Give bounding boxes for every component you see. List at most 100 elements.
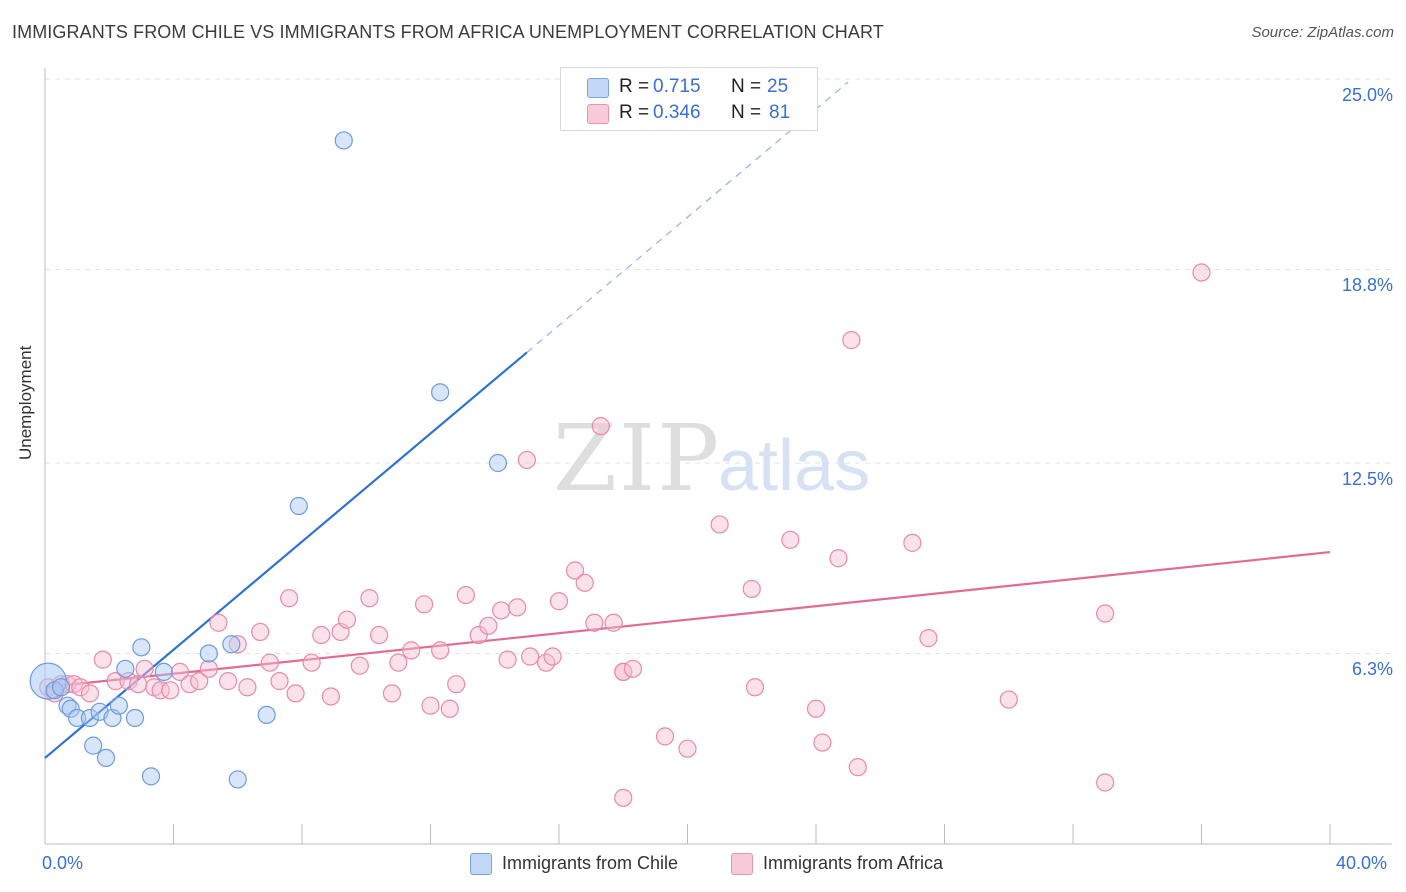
- africa-point: [251, 622, 270, 642]
- africa-point: [1192, 263, 1211, 282]
- africa-point: [742, 579, 761, 599]
- africa-point: [270, 672, 289, 691]
- africa-point: [321, 687, 341, 706]
- africa-point: [151, 681, 170, 700]
- africa-point: [170, 662, 190, 681]
- africa-point: [312, 625, 331, 645]
- africa-n-label: N =: [731, 102, 762, 123]
- chile-n-value: 25: [767, 76, 789, 97]
- africa-point: [549, 592, 569, 611]
- africa-point: [517, 450, 536, 470]
- africa-point: [280, 589, 299, 608]
- x-tick-max: 40.0%: [1336, 853, 1388, 873]
- chile-point: [488, 453, 508, 473]
- chile-trend-line: [44, 351, 528, 759]
- y-tick-label-0: 6.3%: [1351, 659, 1393, 680]
- africa-point: [360, 589, 379, 608]
- chile-trend-extension: [526, 81, 849, 353]
- africa-point: [1096, 604, 1115, 623]
- chile-point: [68, 708, 87, 728]
- africa-point: [337, 610, 357, 629]
- data-points: [29, 131, 1211, 807]
- chile-point: [222, 635, 241, 654]
- chile-point: [96, 748, 116, 768]
- africa-point: [655, 727, 675, 746]
- africa-point: [389, 653, 408, 672]
- africa-trend-line: [44, 550, 1331, 689]
- africa-point: [543, 647, 562, 666]
- africa-point: [848, 758, 867, 777]
- africa-point: [575, 573, 594, 592]
- africa-point: [813, 733, 832, 752]
- africa-point: [129, 675, 148, 694]
- africa-point: [71, 678, 90, 697]
- correlation-legend: R = 0.715 N = 25 R = 0.346 N = 81: [560, 67, 818, 131]
- chile-point: [431, 383, 450, 402]
- chile-point: [80, 708, 100, 728]
- africa-point: [456, 585, 475, 605]
- africa-point: [469, 625, 488, 645]
- watermark: ZIP atlas: [553, 405, 870, 512]
- y-tick-label-1: 12.5%: [1341, 469, 1393, 489]
- chile-point: [58, 696, 77, 715]
- africa-point: [260, 653, 279, 672]
- watermark-zip: ZIP: [553, 405, 721, 512]
- africa-point: [421, 696, 440, 715]
- chile-point: [257, 705, 276, 725]
- chile-point: [289, 496, 308, 516]
- africa-point: [228, 635, 247, 654]
- africa-point: [585, 613, 604, 632]
- africa-point: [520, 647, 540, 666]
- africa-point: [238, 678, 257, 697]
- chile-point: [228, 770, 247, 789]
- africa-point: [431, 641, 450, 660]
- africa-point: [286, 684, 305, 703]
- y-tick-label-2: 18.8%: [1341, 275, 1393, 296]
- chile-point: [116, 659, 135, 678]
- africa-point: [710, 515, 729, 534]
- chile-r-value: 0.715: [653, 76, 701, 97]
- africa-point: [382, 684, 402, 703]
- chile-swatch: [587, 78, 609, 98]
- africa-n-value: 81: [769, 102, 791, 123]
- africa-point: [999, 690, 1018, 709]
- africa-legend-label: Immigrants from Africa: [763, 853, 944, 873]
- axes: [44, 68, 1392, 845]
- source-label: Source: ZipAtlas.com: [1251, 24, 1394, 41]
- chile-point: [51, 678, 71, 697]
- chile-r-label: R =: [619, 76, 650, 97]
- africa-point: [93, 650, 112, 669]
- chile-legend-swatch: [470, 853, 492, 875]
- africa-point: [1096, 773, 1115, 792]
- africa-point: [350, 656, 369, 675]
- chile-point: [109, 696, 128, 715]
- africa-point: [919, 629, 938, 648]
- africa-point: [161, 681, 180, 700]
- chile-n-label: N =: [731, 76, 762, 97]
- chile-point: [61, 699, 80, 718]
- africa-point: [591, 417, 610, 436]
- africa-point: [614, 788, 633, 807]
- africa-point: [199, 659, 218, 678]
- africa-point: [190, 672, 209, 691]
- chart-title: IMMIGRANTS FROM CHILE VS IMMIGRANTS FROM…: [12, 22, 884, 42]
- trend-lines: [44, 81, 1331, 759]
- chile-point: [84, 736, 103, 755]
- africa-r-value: 0.346: [653, 102, 701, 123]
- africa-point: [447, 675, 466, 694]
- africa-r-label: R =: [619, 102, 650, 123]
- chile-point: [141, 767, 161, 786]
- africa-point: [842, 331, 861, 350]
- africa-point: [806, 699, 826, 718]
- africa-point: [829, 549, 848, 568]
- africa-point: [414, 595, 434, 614]
- africa-legend-swatch: [731, 853, 753, 875]
- africa-point: [781, 530, 800, 549]
- africa-point: [135, 659, 154, 678]
- africa-point: [508, 598, 527, 617]
- africa-point: [623, 659, 642, 678]
- chile-point: [132, 638, 151, 657]
- y-tick-label-3: 25.0%: [1341, 85, 1393, 105]
- watermark-atlas: atlas: [718, 426, 870, 506]
